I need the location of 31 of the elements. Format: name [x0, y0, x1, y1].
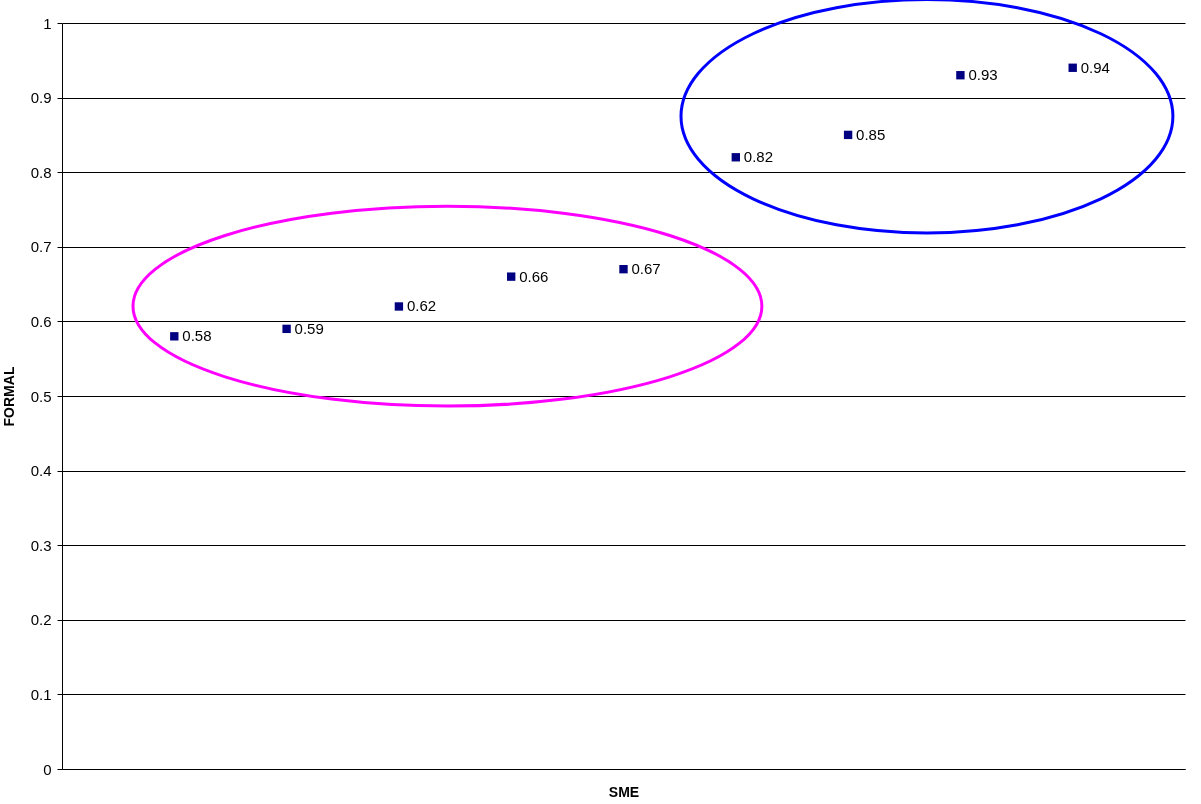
y-tick-label: 0.7 [30, 238, 52, 256]
point [956, 71, 965, 80]
point [843, 130, 853, 140]
y-tick-label: 0 [43, 760, 52, 778]
data-label: 0.59 [294, 319, 324, 337]
point [1068, 63, 1077, 72]
point [619, 265, 628, 274]
x-axis-title: SME [608, 783, 640, 800]
data-label: 0.82 [743, 148, 773, 166]
data-label: 0.67 [631, 260, 661, 278]
point [394, 302, 404, 311]
data-label: 0.62 [406, 297, 437, 315]
y-axis-title: FORMAL [0, 366, 17, 427]
data-label: 0.66 [519, 267, 549, 285]
y-tick-label: 0.1 [30, 685, 52, 703]
point [507, 272, 516, 281]
point [170, 332, 179, 341]
y-tick-label: 0.5 [30, 387, 52, 405]
y-tick-label: 1 [43, 14, 52, 32]
y-tick-label: 0.3 [30, 536, 52, 554]
point [282, 324, 291, 334]
y-tick-label: 0.4 [30, 462, 52, 480]
y-tick-label: 0.6 [30, 312, 52, 330]
data-label: 0.94 [1080, 58, 1110, 76]
data-label: 0.85 [856, 125, 886, 143]
point [731, 153, 740, 162]
y-tick-label: 0.9 [30, 89, 52, 107]
y-tick-label: 0.2 [30, 611, 52, 629]
data-label: 0.93 [968, 66, 998, 84]
data-label: 0.58 [182, 327, 212, 345]
y-tick-label: 0.8 [30, 163, 52, 181]
